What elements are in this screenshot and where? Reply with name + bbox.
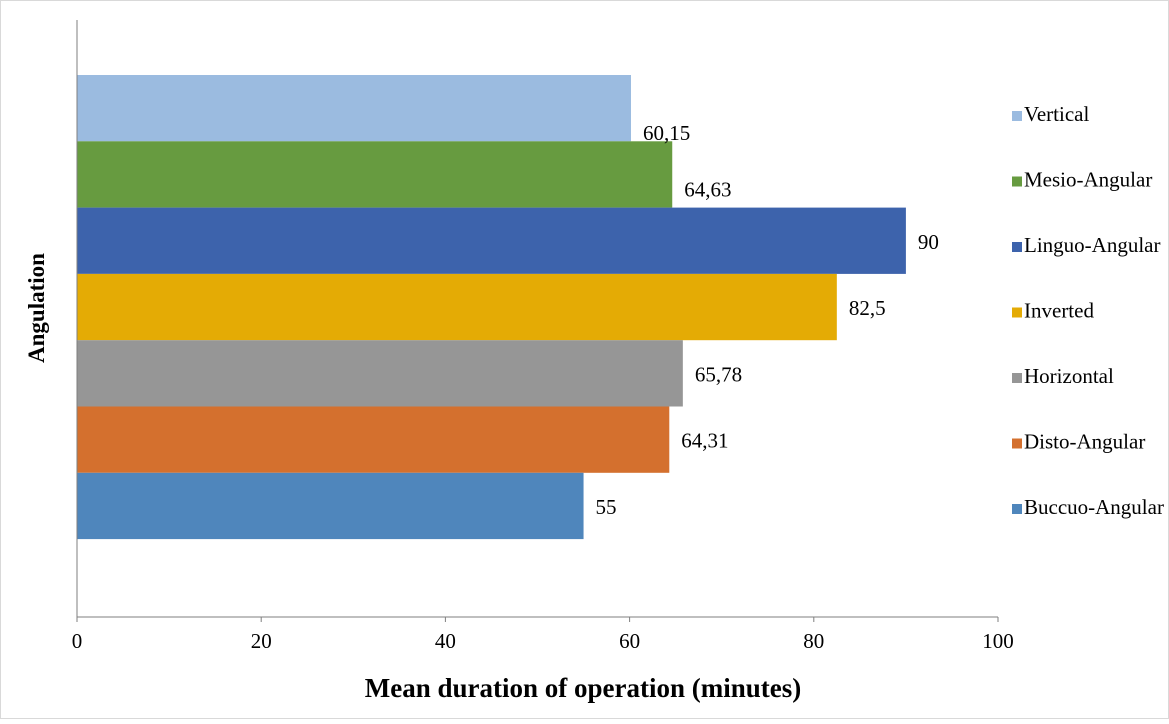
bar-disto-angular xyxy=(77,406,670,473)
legend-label-mesio-angular: Mesio-Angular xyxy=(1024,168,1152,192)
legend-swatch-linguo-angular xyxy=(1012,242,1022,252)
bar-inverted xyxy=(77,273,837,341)
data-label-linguo-angular: 90 xyxy=(918,230,939,254)
y-axis-title: Angulation xyxy=(24,253,49,363)
x-tick-label: 100 xyxy=(982,629,1014,653)
legend-label-horizontal: Horizontal xyxy=(1024,364,1114,388)
legend-label-disto-angular: Disto-Angular xyxy=(1024,430,1145,454)
data-labels-layer: 60,15 64,63 90 82,5 65,78 64,31 55 xyxy=(596,121,939,519)
x-tick-label: 0 xyxy=(72,629,83,653)
x-tick-labels: 0 20 40 60 80 100 xyxy=(72,617,1014,653)
legend-swatch-inverted xyxy=(1012,307,1022,318)
x-tick-label: 40 xyxy=(435,629,456,653)
legend-label-vertical: Vertical xyxy=(1024,102,1089,126)
x-tick-label: 80 xyxy=(803,629,824,653)
legend-label-linguo-angular: Linguo-Angular xyxy=(1024,233,1160,257)
legend-label-buccuo-angular: Buccuo-Angular xyxy=(1024,495,1164,519)
bar-mesio-angular xyxy=(77,141,673,208)
x-tick-label: 60 xyxy=(619,629,640,653)
bar-linguo-angular xyxy=(77,207,906,274)
legend-swatch-vertical xyxy=(1012,111,1022,121)
bars-layer xyxy=(77,75,906,540)
legend-swatch-buccuo-angular xyxy=(1012,504,1022,514)
x-axis-title: Mean duration of operation (minutes) xyxy=(365,673,801,703)
bar-vertical xyxy=(77,75,631,142)
data-label-vertical: 60,15 xyxy=(643,121,690,145)
data-label-mesio-angular: 64,63 xyxy=(684,177,731,201)
x-tick-label: 20 xyxy=(251,629,272,653)
data-label-buccuo-angular: 55 xyxy=(596,495,617,519)
legend-label-inverted: Inverted xyxy=(1024,299,1094,323)
data-label-inverted: 82,5 xyxy=(849,296,886,320)
data-label-disto-angular: 64,31 xyxy=(681,429,728,453)
legend-swatch-horizontal xyxy=(1012,373,1022,383)
bar-horizontal xyxy=(77,340,683,407)
legend-swatch-disto-angular xyxy=(1012,438,1022,449)
bar-buccuo-angular xyxy=(77,472,584,540)
data-label-horizontal: 65,78 xyxy=(695,362,742,386)
legend: Vertical Mesio-Angular Linguo-Angular Inver… xyxy=(1012,102,1164,519)
legend-swatch-mesio-angular xyxy=(1012,176,1022,187)
